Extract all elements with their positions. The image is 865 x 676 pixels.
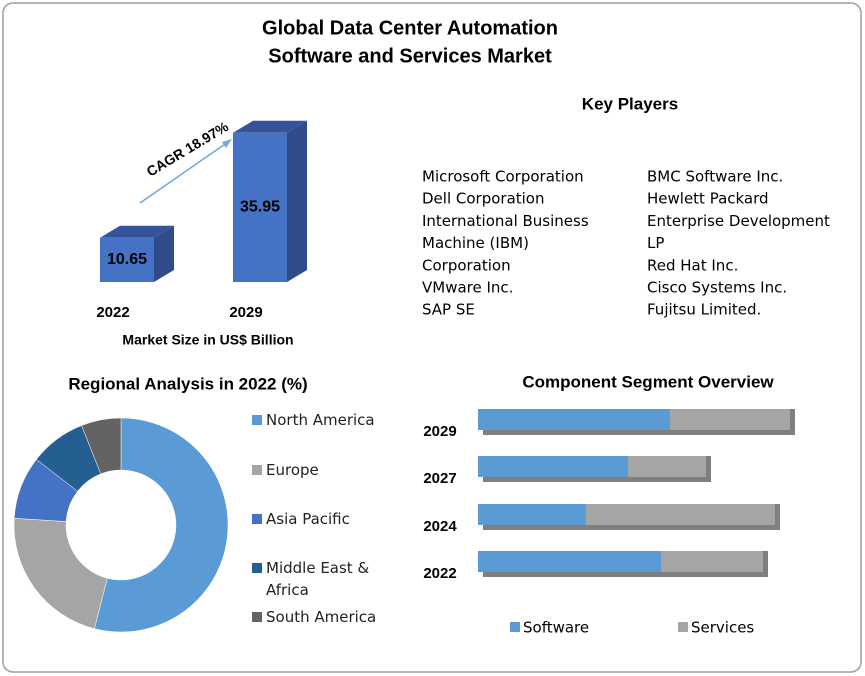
value-label: 10.65 [107,251,147,268]
key-player: Hewlett Packard [647,190,769,208]
bar-segment [478,504,586,525]
legend-swatch [252,563,262,573]
bar-shadow [483,525,780,530]
legend-label: South America [266,608,377,626]
donut-slice [81,417,122,475]
bar-top [233,120,307,133]
key-player: Dell Corporation [422,190,545,208]
x-axis-label: Market Size in US$ Billion [122,332,293,348]
bar-side [287,120,307,283]
bar-segment [670,409,790,430]
legend-label: Middle East & Africa [266,559,370,599]
title-line: Software and Services Market [268,45,552,67]
legend-swatch [252,612,262,622]
y-tick-label: 2024 [423,518,457,535]
bar [100,237,154,282]
bar-segment [628,456,706,477]
legend-label: Europe [266,461,319,479]
legend-label: North America [266,411,375,429]
key-player: LP [647,234,664,252]
key-players-title: Key Players [582,94,678,113]
title-line: Global Data Center Automation [262,17,558,39]
bar-shadow [483,572,768,577]
key-player: Corporation [422,256,511,274]
bar-edge [775,504,780,525]
chart-title: Regional Analysis in 2022 (%) [68,374,307,393]
legend-label: Asia Pacific [266,510,350,528]
legend-swatch [252,415,262,425]
key-player: International Business [422,212,589,230]
cagr-arrow [139,141,229,204]
bar-segment [661,551,763,572]
bar-segment [478,409,670,430]
chart-title: Component Segment Overview [522,372,774,391]
legend-label: Services [691,619,754,637]
key-player: Microsoft Corporation [422,168,584,186]
key-player: Cisco Systems Inc. [647,279,787,297]
bar-shadow [483,430,795,435]
key-player: Fujitsu Limited. [647,301,761,319]
bar-segment [478,551,661,572]
bar-segment [586,504,775,525]
key-player: SAP SE [422,301,475,319]
y-tick-label: 2029 [423,423,456,440]
bar-edge [790,409,795,430]
x-tick-label: 2029 [229,304,262,321]
y-tick-label: 2027 [423,470,456,487]
bar-segment [478,456,628,477]
legend-swatch [510,622,520,632]
arrow-head [222,139,232,148]
legend-swatch [678,622,688,632]
key-player: Enterprise Development [647,212,830,230]
bar-edge [763,551,768,572]
legend-label: Software [523,619,589,637]
key-player: Red Hat Inc. [647,256,738,274]
bar-side [154,225,174,282]
x-tick-label: 2022 [96,304,129,321]
value-label: 35.95 [240,199,280,216]
key-player: VMware Inc. [422,279,513,297]
bar-shadow [483,477,711,482]
donut-slice [13,518,108,629]
legend-swatch [252,465,262,475]
bar-top [100,225,174,238]
key-player: Machine (IBM) [422,234,529,252]
bar-edge [706,456,711,477]
y-tick-label: 2022 [423,565,456,582]
key-player: BMC Software Inc. [647,168,783,186]
bar [233,132,287,282]
legend-swatch [252,514,262,524]
